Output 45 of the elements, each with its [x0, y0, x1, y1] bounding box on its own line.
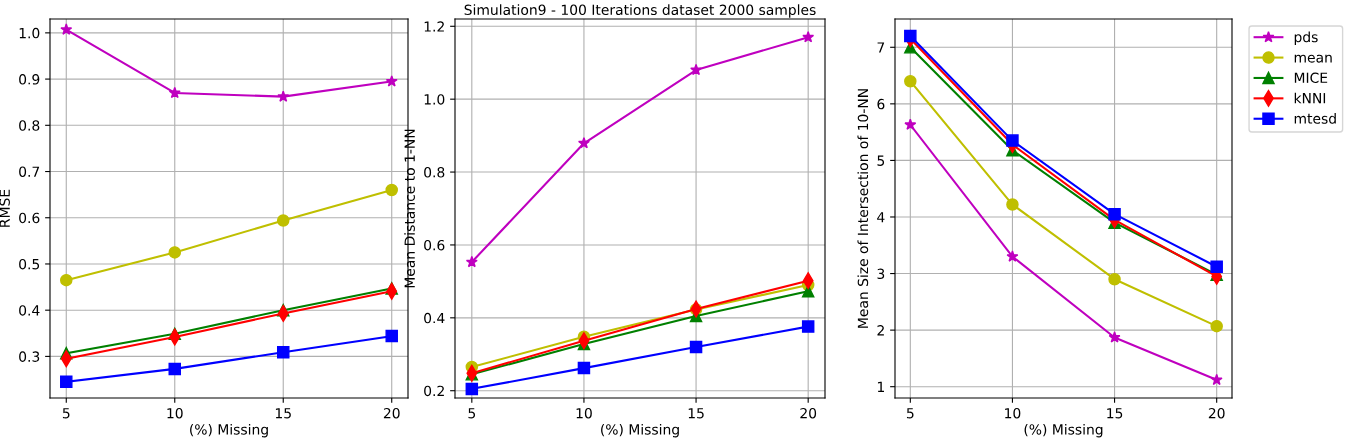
x-axis-title: (%) Missing: [601, 423, 679, 438]
y-tick-label: 1.0: [19, 27, 40, 39]
y-tick-label: 3: [877, 268, 885, 280]
legend-label: kNNI: [1294, 92, 1326, 104]
legend-label: mtesd: [1294, 113, 1336, 124]
y-tick-label: 0.4: [424, 312, 445, 324]
y-tick-label: 0.2: [424, 385, 444, 397]
x-tick-label: 5: [468, 408, 476, 419]
y-tick-label: 0.6: [424, 239, 445, 251]
y-tick-label: 4: [877, 212, 885, 223]
chart-title: Simulation9 - 100 Iterations dataset 2000 samples: [464, 4, 816, 18]
y-tick-label: 0.6: [19, 212, 40, 224]
x-axis-title: (%) Missing: [1024, 423, 1103, 438]
x-tick-label: 20: [800, 407, 817, 419]
x-tick-label: 10: [167, 407, 183, 419]
x-tick-label: 15: [275, 408, 291, 419]
x-axis-title: (%) Missing: [190, 423, 268, 438]
y-tick-label: 0.4: [19, 305, 40, 316]
y-tick-label: 5: [877, 155, 885, 166]
x-tick-label: 10: [576, 407, 592, 419]
x-tick-label: 5: [62, 408, 70, 419]
y-axis-title: RMSE: [0, 189, 10, 227]
legend-label: mean: [1294, 54, 1332, 63]
y-tick-label: 0.3: [19, 351, 40, 362]
y-tick-label: 1.2: [424, 21, 444, 32]
x-tick-label: 10: [1005, 407, 1021, 419]
y-tick-label: 2: [877, 325, 884, 336]
y-tick-label: 6: [877, 98, 885, 110]
legend-label: pds: [1294, 31, 1318, 45]
y-tick-label: 0.5: [19, 258, 40, 270]
y-tick-label: 0.8: [424, 167, 445, 178]
y-tick-label: 1.0: [424, 94, 445, 105]
y-tick-label: 0.9: [19, 74, 40, 85]
x-tick-label: 20: [1208, 407, 1225, 419]
y-tick-label: 7: [877, 42, 885, 53]
x-tick-label: 15: [1107, 408, 1123, 419]
y-tick-label: 0.7: [19, 166, 40, 177]
y-tick-label: 1: [877, 381, 884, 392]
x-tick-label: 15: [688, 408, 704, 419]
y-tick-label: 0.8: [19, 120, 40, 131]
y-axis-title: Mean Distance to 1-NN: [404, 129, 415, 288]
x-tick-label: 20: [383, 407, 400, 419]
legend-label: MICE: [1294, 72, 1328, 84]
y-axis-title: Mean Size of Intersection of 10-NN: [857, 89, 869, 328]
x-tick-label: 5: [906, 408, 914, 419]
